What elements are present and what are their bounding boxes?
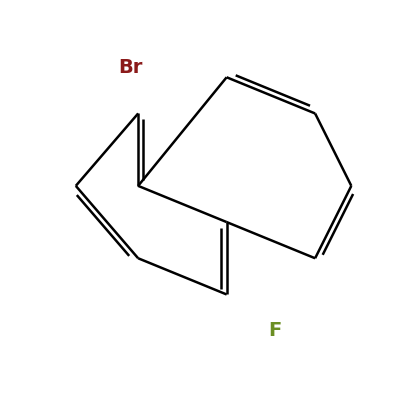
Text: Br: Br (118, 58, 142, 77)
Text: F: F (268, 321, 281, 340)
